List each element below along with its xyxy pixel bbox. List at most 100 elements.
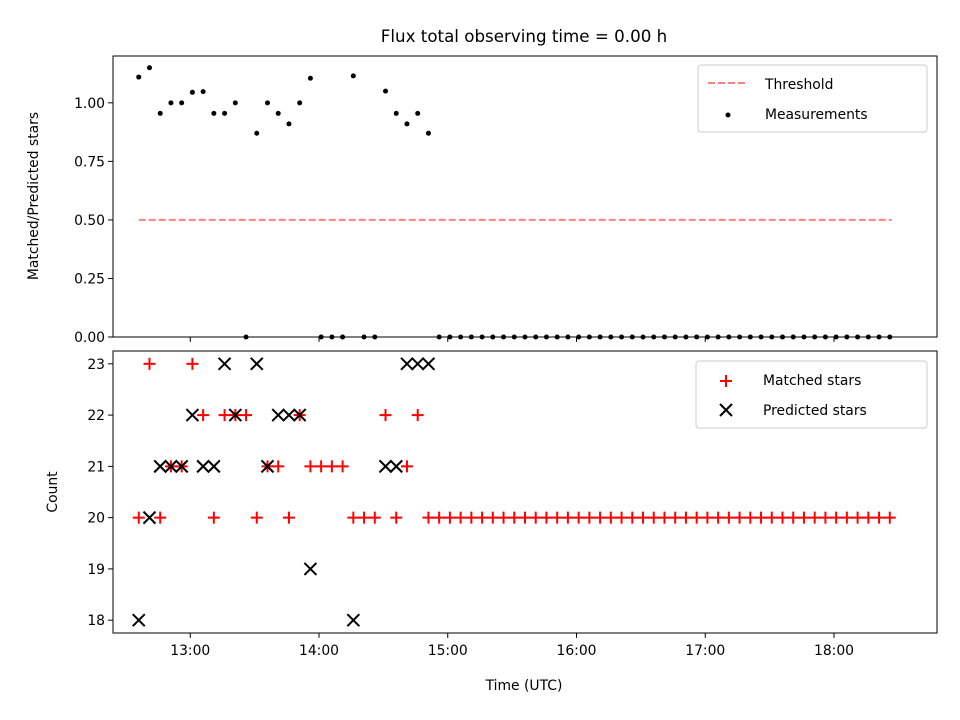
threshold-legend-label: Threshold xyxy=(764,77,833,93)
predicted-star-point xyxy=(174,459,189,474)
bottom-y-axis-label: Count xyxy=(45,471,61,513)
matched-star-point xyxy=(143,357,156,370)
predicted-star-point xyxy=(292,408,307,422)
measurement-point xyxy=(350,73,356,79)
matched-star-point xyxy=(400,460,413,473)
matched-star-point xyxy=(272,460,285,473)
predicted-star-point xyxy=(132,613,146,627)
predicted-star-point xyxy=(153,459,167,474)
matched-star-point xyxy=(358,511,371,524)
top-y-axis-label: Matched/Predicted stars xyxy=(26,112,42,280)
measurement-point xyxy=(307,75,313,81)
bottom-y-tick-label: 21 xyxy=(87,459,105,475)
top-y-tick-label: 0.50 xyxy=(74,213,105,229)
predicted-star-stroke-b xyxy=(132,613,146,627)
bottom-x-tick-label: 16:00 xyxy=(556,643,596,659)
top-legend-frame xyxy=(697,64,928,133)
top-plot-area: 0.00 0.25 0.50 0.75 1.00 xyxy=(74,55,938,346)
predicted-star-point xyxy=(142,510,157,525)
matched-star-point xyxy=(433,511,446,524)
predicted-star-stroke-b xyxy=(250,357,264,371)
matched-star-point xyxy=(808,511,821,524)
bottom-x-tick-label: 18:00 xyxy=(814,643,854,659)
predicted-star-stroke-b xyxy=(142,510,157,525)
matched-star-point xyxy=(186,357,199,370)
measurement-point xyxy=(393,110,399,116)
bottom-legend: Matched stars Predicted stars xyxy=(695,360,928,429)
predicted-star-point xyxy=(228,408,243,422)
predicted-star-stroke-b xyxy=(207,459,221,474)
bottom-frame xyxy=(112,350,938,634)
matched-star-point xyxy=(336,460,349,473)
matched-star-point xyxy=(690,511,703,524)
matched-star-point xyxy=(594,511,607,524)
bottom-x-tick-label: 15:00 xyxy=(428,643,468,659)
matched-star-point xyxy=(207,511,220,524)
matched-star-point xyxy=(840,511,853,524)
matched-star-point xyxy=(873,511,886,524)
measurement-point xyxy=(383,88,389,94)
matched-star-point xyxy=(733,511,746,524)
matched-star-point xyxy=(701,511,714,524)
top-chart-title: Flux total observing time = 0.00 h xyxy=(381,26,667,46)
bottom-y-tick-label: 20 xyxy=(87,511,105,527)
predicted-star-point xyxy=(196,459,210,474)
bottom-x-tick-label: 17:00 xyxy=(685,643,725,659)
matched-star-point xyxy=(669,511,682,524)
measurement-point xyxy=(404,121,410,127)
measurement-point xyxy=(168,100,174,106)
bottom-y-tick-label: 19 xyxy=(87,562,105,578)
predicted-star-point xyxy=(185,408,200,422)
predicted-star-point xyxy=(346,613,361,627)
top-y-tick-label: 0.75 xyxy=(74,154,105,170)
matched-star-point xyxy=(561,511,574,524)
measurement-point xyxy=(146,65,152,71)
matched-star-point xyxy=(647,511,660,524)
top-legend: Threshold Measurements xyxy=(697,64,928,133)
predicted-star-stroke-b xyxy=(389,459,403,474)
matched-star-point xyxy=(604,511,617,524)
predicted-star-stroke-b xyxy=(411,357,425,371)
bottom-legend-frame xyxy=(695,360,928,429)
predicted-star-point xyxy=(421,357,436,371)
x-axis-label: Time (UTC) xyxy=(485,678,563,694)
measurement-point xyxy=(136,74,142,80)
predicted-stars-legend-label: Predicted stars xyxy=(763,403,867,419)
predicted-star-point xyxy=(282,408,296,422)
predicted-star-point xyxy=(389,459,403,474)
matched-star-point xyxy=(282,511,295,524)
matched-star-point xyxy=(132,511,145,524)
matched-star-point xyxy=(851,511,864,524)
predicted-star-point xyxy=(207,459,221,474)
matched-star-point xyxy=(529,511,542,524)
matched-star-point xyxy=(744,511,757,524)
predicted-star-point xyxy=(400,357,414,371)
matched-star-point xyxy=(583,511,596,524)
matched-star-point xyxy=(379,409,392,422)
matched-star-point xyxy=(819,511,832,524)
measurement-point xyxy=(275,110,281,116)
matched-star-point xyxy=(883,511,896,524)
matched-star-point xyxy=(572,511,585,524)
matched-star-point xyxy=(712,511,725,524)
matched-star-point xyxy=(304,460,317,473)
predicted-stars-legend-swatch xyxy=(719,403,733,417)
measurement-point xyxy=(200,89,206,95)
predicted-star-stroke-b xyxy=(217,357,232,371)
measurement-point xyxy=(222,110,228,116)
matched-star-point xyxy=(776,511,789,524)
matched-star-point xyxy=(497,511,510,524)
measurement-point xyxy=(286,121,292,127)
bottom-y-tick-label: 23 xyxy=(87,357,105,373)
matched-star-point xyxy=(315,460,328,473)
predicted-star-stroke-b xyxy=(282,408,296,422)
matched-star-point xyxy=(454,511,467,524)
bottom-x-tick-label: 14:00 xyxy=(299,643,339,659)
predicted-star-stroke-b xyxy=(292,408,307,422)
bottom-x-tick-label: 13:00 xyxy=(170,643,210,659)
predicted-star-stroke-b xyxy=(164,459,178,474)
matched-star-point xyxy=(325,460,338,473)
predicted-star-stroke-b xyxy=(346,613,361,627)
measurements-legend-label: Measurements xyxy=(765,107,868,123)
